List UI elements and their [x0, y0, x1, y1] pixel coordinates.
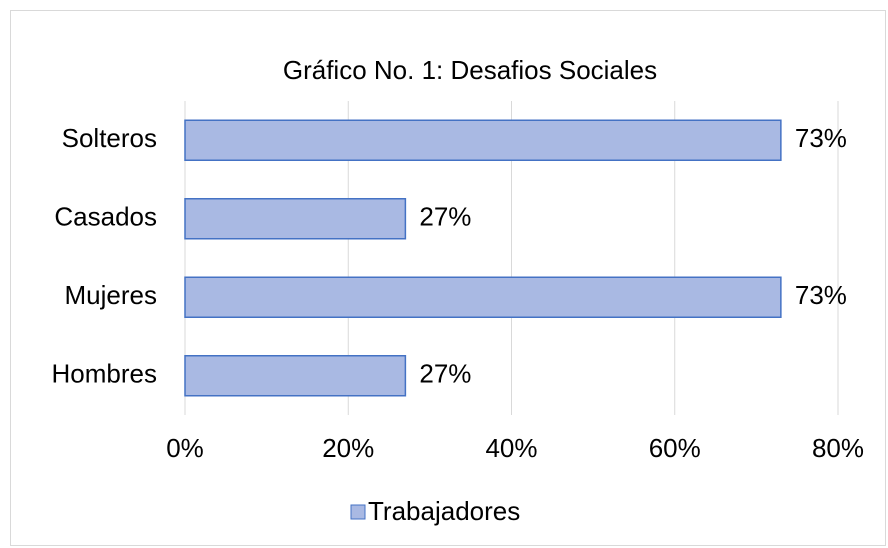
bar	[184, 276, 782, 318]
x-tick-label: 60%	[649, 433, 701, 463]
value-label: 27%	[419, 359, 471, 389]
chart-title: Gráfico No. 1: Desafios Sociales	[283, 55, 657, 85]
x-tick-label: 0%	[166, 433, 204, 463]
bar	[184, 119, 782, 161]
x-tick-label: 20%	[322, 433, 374, 463]
bar	[184, 355, 407, 397]
legend-swatch	[350, 504, 366, 520]
bar	[184, 198, 407, 240]
y-tick-label: Casados	[54, 202, 157, 232]
value-label: 73%	[795, 123, 847, 153]
x-tick-label: 80%	[812, 433, 864, 463]
y-tick-label: Solteros	[62, 123, 157, 153]
legend-label: Trabajadores	[368, 496, 520, 526]
y-tick-label: Mujeres	[65, 280, 157, 310]
x-tick-label: 40%	[485, 433, 537, 463]
value-label: 73%	[795, 280, 847, 310]
value-label: 27%	[419, 202, 471, 232]
y-tick-label: Hombres	[52, 359, 157, 389]
